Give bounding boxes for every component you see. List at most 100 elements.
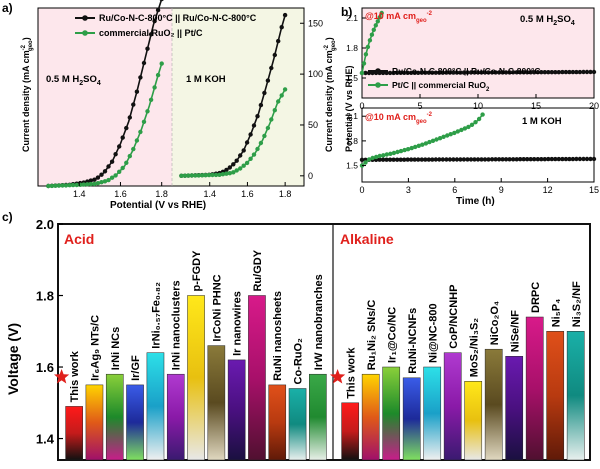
panel-a-acid-marker <box>88 178 94 183</box>
panel-b-acid-marker <box>391 70 396 76</box>
panel-b-alkaline-marker <box>500 157 505 162</box>
panel-a-acid-marker <box>63 183 69 188</box>
panel-a-acid-marker <box>53 183 58 188</box>
panel-a-alkaline-marker <box>238 166 243 171</box>
panel-c-bar <box>248 295 266 461</box>
panel-b-acid-marker <box>482 70 488 75</box>
panel-b-acid-marker <box>528 70 533 75</box>
panel-b-acid-marker <box>584 69 590 75</box>
panel-a-alkaline-marker <box>217 172 222 177</box>
panel-b-alkaline-marker <box>426 157 431 162</box>
panel-b-legend-label-1: Ru/Co-N-C-800°C || Ru/Co-N-C-800°C <box>392 66 541 76</box>
panel-a-alkaline-series <box>179 12 288 178</box>
panel-a-alkaline-marker <box>227 171 232 176</box>
panel-a-alkaline-xticks: 1.4 1.6 1.8 <box>203 182 291 199</box>
panel-b-acid-marker <box>556 70 561 75</box>
panel-b-alkaline-marker <box>556 156 561 162</box>
panel-b-acid-marker <box>549 70 554 75</box>
panel-a-alkaline-marker <box>231 170 236 175</box>
panel-a-legend-marker-2 <box>82 30 88 36</box>
panel-a-alkaline-marker <box>210 172 215 178</box>
panel-b-acid-marker <box>500 70 505 75</box>
panel-b-alkaline-marker <box>412 157 417 162</box>
panel-c-bar <box>525 316 544 461</box>
panel-a-acid-marker <box>46 183 51 189</box>
panel-b-alkaline-marker <box>395 149 400 155</box>
panel-b-alkaline-marker <box>455 129 460 134</box>
panel-b-alkaline-marker <box>518 157 523 162</box>
panel-b-alkaline-marker <box>489 157 495 162</box>
panel-b-acid-marker <box>546 70 551 75</box>
panel-b-ylabel: Potential (V vs RHE) <box>344 65 354 152</box>
panel-b-alkaline-marker <box>461 157 467 162</box>
panel-b-acid-marker <box>525 70 530 75</box>
panel-a-acid-marker <box>124 160 129 165</box>
panel-c-bar-label: Ni@NC-800 <box>427 303 439 363</box>
panel-b-acid-marker <box>402 70 407 76</box>
panel-b-acid-marker <box>405 70 410 76</box>
panel-b-acid-marker <box>377 15 382 20</box>
panel-c-label: c) <box>2 210 13 224</box>
panel-a-acid-xticks: 1.4 1.6 1.8 <box>73 182 168 199</box>
panel-b-alkaline-marker <box>366 157 372 162</box>
panel-c-bar-label: Ni₃S₂/NF <box>571 281 583 327</box>
panel-c-ytick-label: 2.0 <box>36 217 54 232</box>
panel-b-acid-xticks: 0 5 10 15 20 <box>359 94 599 111</box>
panel-b-acid-marker <box>363 52 369 57</box>
panel-b-acid-annotation: @10 mA cmgeo-2 <box>365 11 433 24</box>
panel-b-alkaline-marker <box>539 157 544 162</box>
panel-b-acid-marker <box>447 70 453 75</box>
panel-c-bar-label: Ru₁Ni₂ SNs/C <box>366 300 378 371</box>
panel-c-bar-label: CoP/NCNHP <box>448 285 460 349</box>
panel-b-alkaline-marker <box>528 157 533 162</box>
panel-b-alkaline-marker <box>434 137 439 142</box>
panel-b-acid-marker <box>496 70 502 75</box>
panel-b-acid-xtick-label: 10 <box>473 101 483 111</box>
panel-a-alkaline-marker <box>248 156 253 161</box>
panel-a-acid-marker <box>102 179 108 184</box>
panel-b-alkaline-marker <box>496 157 502 162</box>
panel-a-acid-marker <box>134 138 140 143</box>
panel-c-bar <box>268 384 287 461</box>
panel-b-alkaline-marker <box>581 156 586 162</box>
panel-a-alkaline-marker <box>224 171 229 176</box>
panel-b-alkaline-xtick-label: 9 <box>499 185 504 195</box>
panel-a-acid-marker <box>85 182 90 187</box>
panel-b-acid-marker <box>461 70 467 75</box>
panel-b-alkaline-marker <box>433 157 438 162</box>
panel-b-acid-marker <box>475 70 481 75</box>
panel-a-alkaline-marker <box>234 168 239 173</box>
panel-b-acid-marker <box>361 61 367 66</box>
panel-a-alkaline-marker <box>234 158 239 163</box>
panel-b-acid-ytick-label: 1.8 <box>346 43 358 53</box>
panel-b-alkaline-xtick-label: 0 <box>359 185 364 195</box>
panel-b-alkaline-marker <box>413 144 418 150</box>
panel-a-acid-marker <box>99 172 104 177</box>
panel-a-alkaline-marker <box>203 173 208 178</box>
panel-a-alkaline-marker <box>251 152 257 157</box>
panel-c-bar <box>166 373 185 461</box>
panel-c-bar-label: IrCoNi PHNC <box>211 274 223 341</box>
panel-c-bar <box>382 366 401 461</box>
panel-b-alkaline-marker <box>395 157 400 162</box>
panel-b-acid-marker <box>416 70 421 76</box>
panel-a-alkaline-marker <box>262 133 267 139</box>
panel-a-alkaline-marker <box>269 117 274 122</box>
panel-a-alkaline-marker <box>276 38 281 44</box>
panel-c-bar <box>341 402 360 461</box>
panel-b-alkaline-marker <box>384 152 389 157</box>
panel-b-acid-marker <box>570 69 576 75</box>
panel-a-acid-marker <box>127 153 132 159</box>
panel-c-bar-label: p-FGDY <box>191 250 203 292</box>
panel-a-alkaline-xtick-label: 1.4 <box>203 189 216 199</box>
panel-b-acid-marker <box>479 70 484 75</box>
panel-c-bar-label: Ir₆Ag₉ NTs/C <box>90 315 102 381</box>
panel-c-bar-label: RuNi nanosheets <box>272 291 284 381</box>
panel-b-alkaline-marker <box>584 156 590 162</box>
panel-a-xlabel: Potential (V vs RHE) <box>110 200 206 211</box>
panel-b-acid-xtick-label: 5 <box>417 101 422 111</box>
panel-b-acid-marker <box>367 38 373 43</box>
panel-b-alkaline-marker <box>591 156 597 162</box>
panel-b-legend-marker-1 <box>375 68 381 74</box>
panel-c-bar <box>566 331 585 461</box>
